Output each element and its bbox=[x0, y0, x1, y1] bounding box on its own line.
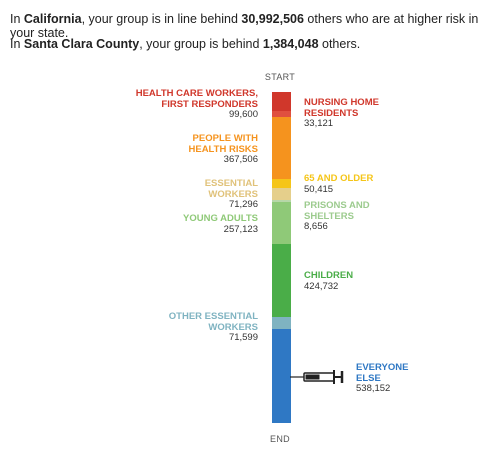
segment-health-risks bbox=[272, 117, 291, 179]
label-essential: ESSENTIAL WORKERS 71,296 bbox=[118, 178, 258, 211]
segment-health-care bbox=[272, 92, 291, 111]
county-mid: , your group is behind bbox=[139, 37, 263, 51]
value-other-essential: 71,599 bbox=[228, 332, 258, 343]
label-65-older: 65 AND OLDER 50,415 bbox=[304, 173, 414, 195]
label-everyone-else: EVERYONE ELSE 538,152 bbox=[356, 362, 436, 395]
county-prefix: In bbox=[10, 37, 24, 51]
segment-essential bbox=[272, 188, 291, 200]
value-everyone-else: 538,152 bbox=[356, 383, 391, 394]
value-nursing-home: 33,121 bbox=[304, 118, 334, 129]
county-name: Santa Clara County bbox=[23, 37, 140, 51]
segment-children bbox=[272, 244, 291, 317]
state-count: 30,992,506 bbox=[241, 12, 304, 26]
label-health-risks: PEOPLE WITH HEALTH RISKS 367,506 bbox=[118, 133, 259, 166]
state-summary: In California, your group is in line beh… bbox=[10, 12, 500, 40]
segment-other-essential bbox=[272, 317, 291, 329]
start-label: START bbox=[264, 72, 296, 82]
segment-65-older bbox=[272, 179, 291, 188]
label-children: CHILDREN 424,732 bbox=[304, 270, 414, 292]
segment-prisons bbox=[272, 200, 291, 202]
label-nursing-home: NURSING HOME RESIDENTS 33,121 bbox=[304, 97, 414, 130]
label-other-essential: OTHER ESSENTIAL WORKERS 71,599 bbox=[118, 311, 258, 344]
value-children: 424,732 bbox=[304, 280, 339, 292]
value-health-risks: 367,506 bbox=[223, 154, 258, 165]
syringe-icon bbox=[290, 370, 344, 384]
state-prefix: In bbox=[10, 12, 24, 26]
state-suffix: others who are at higher risk in your st… bbox=[10, 12, 479, 40]
end-label: END bbox=[270, 434, 290, 444]
label-health-care: HEALTH CARE WORKERS, FIRST RESPONDERS 99… bbox=[118, 88, 258, 121]
value-health-care: 99,600 bbox=[228, 109, 258, 120]
county-summary: In Santa Clara County, your group is beh… bbox=[10, 37, 360, 51]
state-mid: , your group is in line behind bbox=[81, 12, 242, 26]
value-essential: 71,296 bbox=[228, 199, 258, 210]
value-65-older: 50,415 bbox=[304, 183, 334, 195]
segment-everyone-else bbox=[272, 329, 291, 423]
value-prisons: 8,656 bbox=[304, 221, 328, 232]
label-prisons: PRISONS AND SHELTERS 8,656 bbox=[304, 200, 414, 233]
state-name: California bbox=[23, 12, 82, 26]
label-young-adults: YOUNG ADULTS 257,123 bbox=[118, 213, 258, 235]
segment-young-adults bbox=[272, 202, 291, 244]
value-young-adults: 257,123 bbox=[223, 223, 258, 235]
segment-nursing-home bbox=[272, 111, 291, 117]
county-count: 1,384,048 bbox=[262, 37, 319, 51]
county-suffix: others. bbox=[318, 37, 361, 51]
